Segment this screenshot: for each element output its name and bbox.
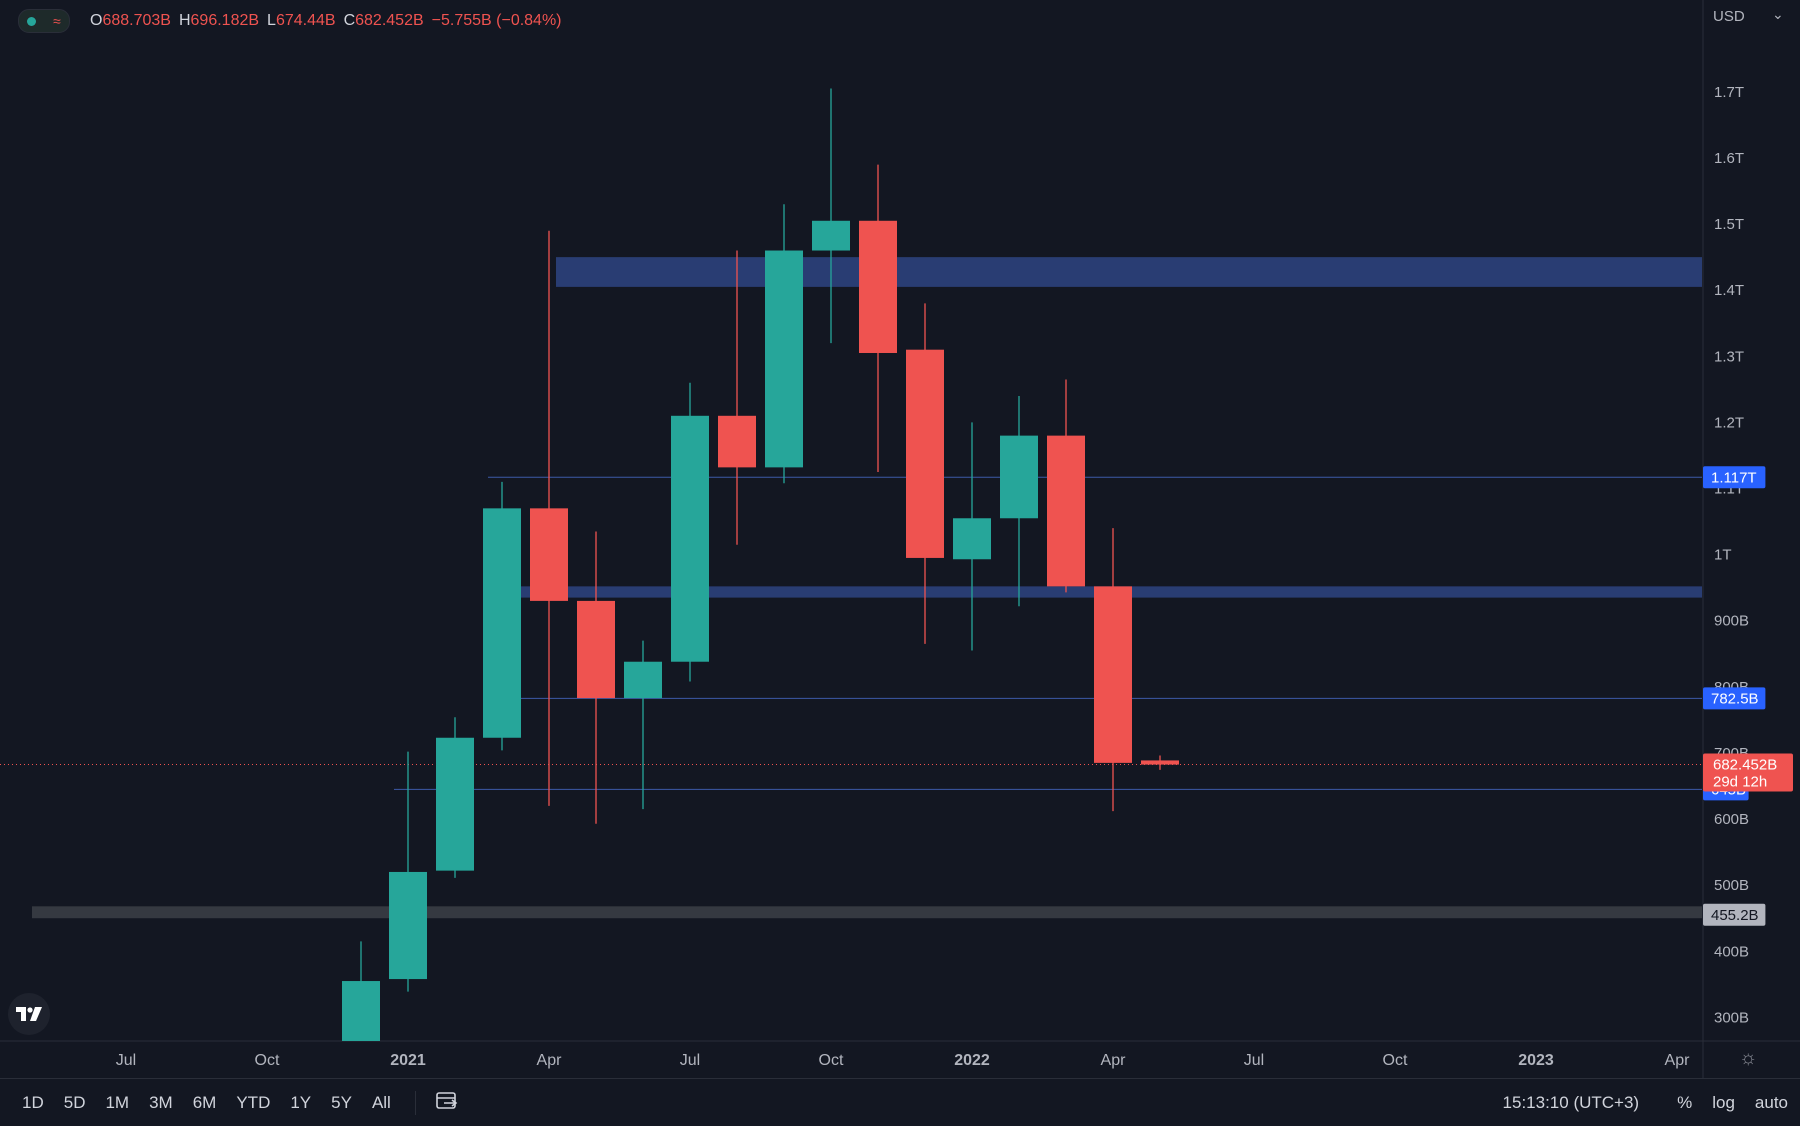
time-tick-label: Apr [1665, 1052, 1691, 1069]
range-button[interactable]: 5D [63, 1092, 86, 1112]
price-tick-label: 1.2T [1714, 414, 1744, 431]
price-tick-label: 1.4T [1714, 282, 1744, 299]
range-button[interactable]: 5Y [331, 1092, 352, 1112]
time-tick-label: Jul [680, 1052, 700, 1069]
price-tick-label: 500B [1714, 877, 1749, 894]
range-button[interactable]: 1M [105, 1092, 130, 1112]
level-badge [1703, 903, 1766, 926]
candle-body [530, 508, 568, 601]
clock-readout[interactable]: 15:13:10 (UTC+3) [1502, 1092, 1640, 1112]
range-button[interactable]: 1D [22, 1092, 44, 1112]
level-badge-label: 455.2B [1711, 907, 1759, 924]
candle-body [436, 737, 474, 871]
status-pill[interactable]: ≈ [18, 9, 70, 33]
status-dot-icon [27, 16, 37, 26]
close-value: 682.452B [355, 12, 424, 29]
log-toggle[interactable]: log [1712, 1092, 1735, 1112]
range-button[interactable]: 3M [149, 1092, 173, 1112]
price-tick-label: 1.6T [1714, 150, 1744, 167]
price-tick-label: 1.7T [1714, 84, 1744, 101]
calendar-goto-icon[interactable] [428, 1090, 466, 1115]
price-tick-label: 1T [1714, 547, 1732, 564]
candle-body [624, 661, 662, 699]
open-value: 688.703B [102, 12, 171, 29]
time-tick-label: Oct [255, 1052, 280, 1069]
range-button[interactable]: All [371, 1092, 391, 1112]
candle-body [718, 415, 756, 468]
candle-body [1141, 760, 1179, 765]
candle-body [953, 518, 991, 560]
candle-body [1094, 586, 1132, 763]
resistance-zone [556, 257, 1702, 287]
candle-body [1047, 435, 1085, 587]
level-badge [1703, 687, 1766, 710]
range-button[interactable]: YTD [236, 1092, 271, 1112]
candle-body [342, 981, 380, 1041]
high-value: 696.182B [190, 12, 260, 29]
countdown-label: 29d 12h [1713, 774, 1767, 791]
candle-body [389, 871, 427, 980]
toolbar-divider [414, 1090, 416, 1115]
time-tick-label: 2023 [1518, 1052, 1554, 1069]
time-tick-label: Jul [1244, 1052, 1264, 1069]
candle-body [906, 349, 944, 558]
range-button[interactable]: 6M [192, 1092, 217, 1112]
candle-body [1000, 435, 1038, 519]
range-button[interactable]: 1Y [290, 1092, 312, 1112]
level-badge-label: 1.117T [1711, 469, 1757, 486]
candle-body [483, 508, 521, 738]
chevron-down-icon[interactable]: ⌄ [1772, 6, 1784, 22]
low-label: L [267, 12, 276, 29]
last-price-badge [1703, 753, 1793, 792]
tradingview-logo-icon[interactable] [8, 993, 50, 1035]
high-label: H [178, 12, 191, 29]
percent-toggle[interactable]: % [1677, 1092, 1693, 1112]
time-tick-label: 2022 [954, 1052, 990, 1069]
candle-body [812, 220, 850, 251]
price-tick-label: 400B [1714, 943, 1749, 960]
last-price-label: 682.452B [1713, 757, 1777, 774]
time-tick-label: Jul [116, 1052, 136, 1069]
candle-body [577, 600, 615, 699]
time-tick-label: Apr [537, 1052, 563, 1069]
open-label: O [90, 12, 103, 29]
price-tick-label: 900B [1714, 613, 1749, 630]
price-chart[interactable]: 300B400B500B600B700B800B900B1T1.1T1.2T1.… [0, 0, 1800, 1078]
price-tick-label: 300B [1714, 1009, 1749, 1026]
low-value: 674.44B [275, 12, 336, 29]
candle-body [671, 415, 709, 662]
close-label: C [343, 12, 356, 29]
level-badge-label: 782.5B [1711, 690, 1759, 707]
time-tick-label: Oct [1383, 1052, 1408, 1069]
time-tick-label: 2021 [390, 1052, 426, 1069]
price-tick-label: 600B [1714, 811, 1749, 828]
support-zone-gray [32, 906, 1702, 919]
time-tick-label: Oct [819, 1052, 844, 1069]
candle-body [765, 250, 803, 468]
bottom-toolbar: 1D 5D 1M 3M 6M YTD 1Y 5Y All 15:13:10 (U… [0, 1078, 1800, 1126]
currency-label[interactable]: USD [1713, 8, 1745, 25]
price-tick-label: 1.3T [1714, 348, 1744, 365]
level-badge [1703, 466, 1766, 489]
candle-body [859, 220, 897, 353]
price-tick-label: 1.5T [1714, 216, 1744, 233]
auto-toggle[interactable]: auto [1754, 1092, 1788, 1112]
wave-icon: ≈ [52, 13, 61, 29]
change-value: −5.755B (−0.84%) [431, 12, 562, 29]
gear-icon[interactable]: ☼ [1739, 1047, 1758, 1069]
time-tick-label: Apr [1101, 1052, 1127, 1069]
ohlc-legend: ≈ O688.703B H696.182B L674.44B C682.452B… [18, 8, 562, 34]
